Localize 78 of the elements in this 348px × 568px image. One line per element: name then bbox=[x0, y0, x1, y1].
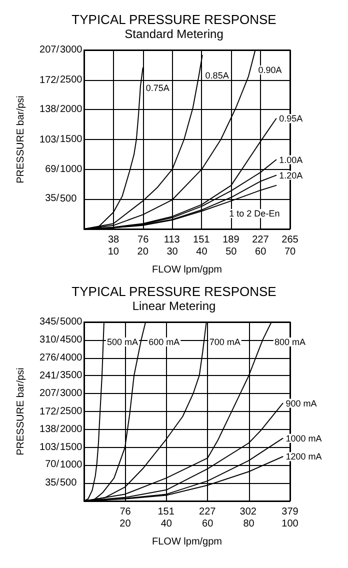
y2-tick-label: 172/ bbox=[40, 406, 60, 418]
x-tick-label: 30 bbox=[166, 246, 178, 258]
x-axis-title: FLOW lpm/gpm bbox=[152, 536, 222, 548]
series-label: 1200 mA bbox=[286, 452, 322, 462]
x2-tick-label: 227 bbox=[199, 506, 216, 518]
x-tick-label: 60 bbox=[202, 518, 214, 530]
x2-tick-label: 379 bbox=[282, 506, 299, 518]
y2-tick-label: 310/ bbox=[40, 334, 60, 346]
y-tick-label: 4000 bbox=[60, 352, 83, 364]
y2-axis-title: PRESSURE bar/psi bbox=[16, 368, 26, 456]
y2-tick-label: 35/ bbox=[45, 477, 60, 488]
y-tick-label: 500 bbox=[60, 478, 78, 489]
series-label: 0.95A bbox=[279, 114, 303, 124]
y2-tick-label: 138/ bbox=[40, 424, 60, 435]
y2-tick-label: 276/ bbox=[40, 352, 60, 364]
series-label: 1000 mA bbox=[286, 433, 322, 444]
y2-tick-label: 138/ bbox=[40, 104, 60, 116]
series-label: 1 to 2 De-En bbox=[229, 208, 280, 218]
y2-axis-title: PRESSURE bar/psi bbox=[16, 96, 26, 184]
x-tick-label: 10 bbox=[108, 246, 120, 258]
x2-tick-label: 151 bbox=[158, 506, 175, 518]
y2-tick-label: 172/ bbox=[40, 74, 60, 86]
series-label: 0.90A bbox=[258, 65, 282, 75]
x2-tick-label: 302 bbox=[240, 506, 257, 518]
series-label: 600 mA bbox=[148, 337, 180, 347]
x-axis-title: FLOW lpm/gpm bbox=[152, 264, 222, 276]
x-tick-label: 80 bbox=[243, 518, 255, 530]
y-tick-label: 1000 bbox=[60, 460, 83, 471]
y2-tick-label: 35/ bbox=[45, 193, 60, 204]
series-label: 0.85A bbox=[205, 70, 229, 80]
series-label: 0.75A bbox=[146, 82, 170, 93]
x2-tick-label: 38 bbox=[108, 234, 120, 246]
x-tick-label: 20 bbox=[120, 518, 132, 530]
y-tick-label: 1500 bbox=[60, 442, 83, 453]
x2-tick-label: 151 bbox=[193, 234, 210, 246]
y-tick-label: 3500 bbox=[60, 370, 83, 382]
y2-tick-label: 69/ bbox=[45, 164, 60, 175]
y-tick-label: 3000 bbox=[60, 388, 83, 400]
x-tick-label: 40 bbox=[160, 518, 172, 530]
x2-tick-label: 113 bbox=[164, 234, 180, 246]
y2-tick-label: 70/ bbox=[45, 459, 60, 470]
y2-tick-label: 103/ bbox=[40, 134, 60, 146]
y-tick-label: 1500 bbox=[60, 134, 83, 145]
series-label: 800 mA bbox=[274, 337, 306, 347]
x2-tick-label: 227 bbox=[252, 234, 270, 246]
y2-tick-label: 241/ bbox=[40, 370, 60, 382]
x-tick-label: 40 bbox=[196, 246, 208, 258]
series-label: 500 mA bbox=[106, 337, 138, 347]
y-tick-label: 2500 bbox=[60, 74, 83, 86]
chart-subtitle: Standard Metering bbox=[124, 27, 224, 41]
series-label: 1.00A bbox=[279, 154, 303, 165]
y-tick-label: 1000 bbox=[60, 164, 83, 175]
series-label: 900 mA bbox=[286, 398, 317, 408]
y2-tick-label: 345/ bbox=[40, 316, 60, 328]
chart-title: TYPICAL PRESSURE RESPONSE bbox=[72, 12, 277, 27]
x2-tick-label: 76 bbox=[138, 234, 150, 246]
y2-tick-label: 207/ bbox=[40, 44, 60, 56]
y-tick-label: 2000 bbox=[60, 424, 83, 435]
series-label: 1.20A bbox=[279, 170, 303, 180]
y-tick-label: 4500 bbox=[60, 334, 83, 346]
chart-subtitle: Linear Metering bbox=[132, 299, 216, 313]
x-tick-label: 50 bbox=[226, 246, 238, 258]
y-tick-label: 3000 bbox=[60, 44, 83, 56]
x-tick-label: 70 bbox=[284, 246, 296, 258]
y-tick-label: 5000 bbox=[60, 316, 83, 328]
chart-title: TYPICAL PRESSURE RESPONSE bbox=[72, 284, 277, 299]
y-tick-label: 2000 bbox=[60, 104, 83, 116]
x2-tick-label: 265 bbox=[282, 234, 299, 246]
series-label: 700 mA bbox=[209, 337, 240, 347]
y2-tick-label: 207/ bbox=[40, 388, 60, 400]
x2-tick-label: 189 bbox=[222, 234, 240, 246]
x-tick-label: 20 bbox=[137, 246, 149, 258]
x-tick-label: 60 bbox=[255, 246, 267, 258]
x-tick-label: 100 bbox=[282, 518, 299, 530]
y2-tick-label: 103/ bbox=[40, 442, 60, 454]
y-tick-label: 2500 bbox=[60, 406, 83, 417]
y-tick-label: 500 bbox=[60, 194, 78, 205]
x2-tick-label: 76 bbox=[120, 506, 132, 518]
